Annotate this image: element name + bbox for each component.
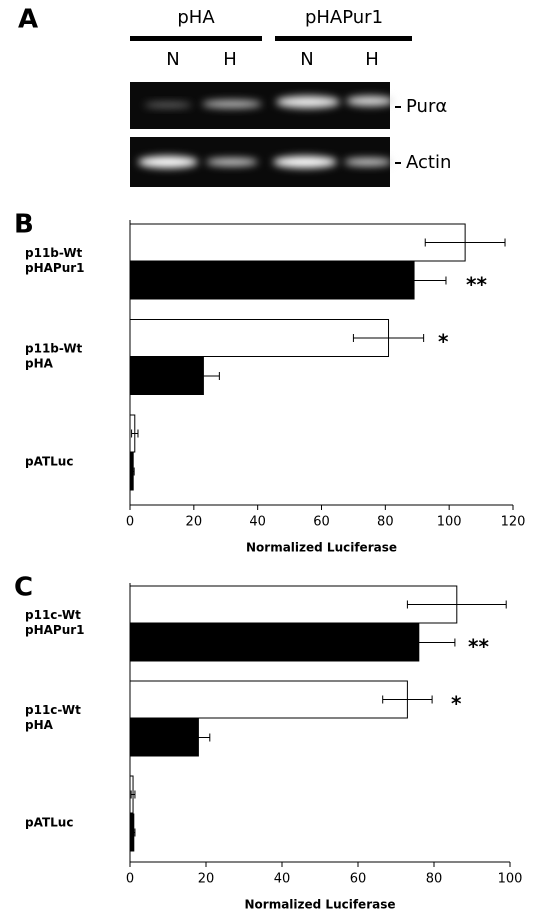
band xyxy=(144,102,192,108)
x-tick-label: 60 xyxy=(350,872,367,887)
x-tick-label: 100 xyxy=(437,515,462,530)
category-label: pHA xyxy=(25,357,54,371)
category-label: pHAPur1 xyxy=(25,261,85,275)
category-label: p11c-Wt xyxy=(25,608,81,622)
band xyxy=(346,96,394,106)
group-label: pHA xyxy=(177,7,215,28)
bar xyxy=(130,224,465,261)
x-tick-label: 20 xyxy=(186,515,203,530)
x-tick-label: 120 xyxy=(501,515,526,530)
group-bar xyxy=(275,36,412,41)
bar xyxy=(130,320,389,357)
bar xyxy=(130,262,414,299)
category-label: p11b-Wt xyxy=(25,246,83,260)
significance: ** xyxy=(468,635,489,659)
panel-letter: C xyxy=(14,573,33,603)
category-label: pHA xyxy=(25,718,54,732)
lane-label: H xyxy=(223,49,237,70)
panel-letter: B xyxy=(14,210,34,240)
group-label: pHAPur1 xyxy=(305,7,383,28)
x-tick-label: 40 xyxy=(249,515,266,530)
lane-label: N xyxy=(300,49,313,70)
x-tick-label: 100 xyxy=(498,872,523,887)
significance: * xyxy=(438,330,449,354)
panel-letter: A xyxy=(18,5,38,35)
x-axis-label: Normalized Luciferase xyxy=(246,541,397,555)
significance: ** xyxy=(466,273,487,297)
category-label: p11b-Wt xyxy=(25,342,83,356)
x-tick-label: 40 xyxy=(274,872,291,887)
band-label: Actin xyxy=(406,152,451,173)
bar xyxy=(130,624,419,661)
x-tick-label: 60 xyxy=(313,515,330,530)
figure: A pHA pHAPur1 N H N H Purα Actin Bp11b-W… xyxy=(0,0,537,919)
significance: * xyxy=(451,692,462,716)
x-tick-label: 80 xyxy=(377,515,394,530)
band xyxy=(276,96,340,108)
panel-a: A pHA pHAPur1 N H N H Purα Actin xyxy=(18,5,451,188)
band xyxy=(273,156,337,168)
category-label: pATLuc xyxy=(25,816,73,830)
category-label: pHAPur1 xyxy=(25,623,85,637)
band xyxy=(206,158,258,166)
x-axis-label: Normalized Luciferase xyxy=(245,898,396,912)
band xyxy=(138,156,198,168)
category-label: p11c-Wt xyxy=(25,703,81,717)
lane-label: N xyxy=(166,49,179,70)
x-tick-label: 20 xyxy=(198,872,215,887)
band xyxy=(344,158,392,166)
lane-label: H xyxy=(365,49,379,70)
group-bar xyxy=(130,36,262,41)
bar xyxy=(130,681,407,718)
band-label: Purα xyxy=(406,96,447,117)
x-tick-label: 80 xyxy=(426,872,443,887)
x-tick-label: 0 xyxy=(126,872,134,887)
x-tick-label: 0 xyxy=(126,515,134,530)
band xyxy=(202,100,262,108)
category-label: pATLuc xyxy=(25,455,73,469)
